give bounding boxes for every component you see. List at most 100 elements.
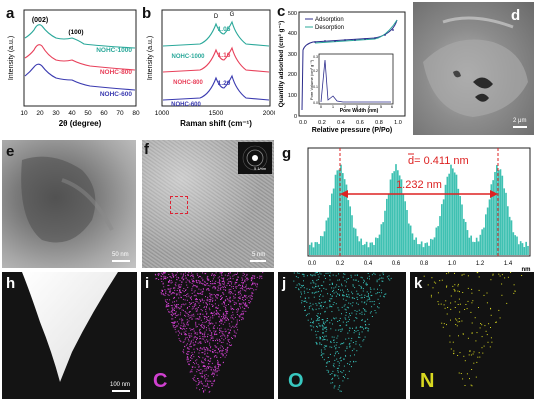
map-dot <box>365 324 367 326</box>
map-dot <box>241 312 243 314</box>
map-dot <box>196 362 197 364</box>
map-dot <box>198 384 200 385</box>
xrd-legend-nohc-600: NOHC-600 <box>100 91 133 98</box>
map-dot <box>225 305 227 307</box>
map-dot <box>202 313 204 315</box>
map-dot <box>231 337 232 339</box>
map-dot <box>240 290 242 292</box>
map-dot <box>350 303 352 305</box>
map-dot <box>222 278 224 280</box>
map-dot <box>299 284 301 286</box>
profile-bar <box>358 241 361 255</box>
map-dot <box>162 293 164 295</box>
map-dot <box>204 341 206 343</box>
map-dot <box>212 337 214 339</box>
map-dot <box>206 312 208 314</box>
map-dot <box>360 285 362 287</box>
svg-text:0: 0 <box>320 104 323 109</box>
map-dot <box>491 341 493 343</box>
map-dot <box>206 289 208 291</box>
map-dot <box>343 342 345 344</box>
map-dot <box>206 327 207 329</box>
map-dot <box>251 277 252 279</box>
map-dot <box>218 364 220 366</box>
profile-bar <box>477 241 480 255</box>
map-dot <box>223 301 225 303</box>
map-dot <box>331 306 333 308</box>
map-dot <box>184 272 186 274</box>
map-dot <box>228 339 230 341</box>
map-dot <box>248 300 250 301</box>
map-dot <box>191 314 193 316</box>
map-dot <box>191 315 193 317</box>
xrd-curve-nohc-800 <box>24 44 136 71</box>
map-dot <box>171 314 173 316</box>
map-dot <box>221 303 223 305</box>
map-dot <box>366 327 368 329</box>
map-dot <box>170 314 172 315</box>
map-dot <box>231 283 232 285</box>
profile-bar <box>386 198 388 255</box>
map-dot <box>189 345 191 347</box>
map-dot <box>200 299 202 301</box>
map-dot <box>320 349 322 351</box>
map-dot <box>217 359 219 361</box>
map-dot <box>202 390 204 392</box>
map-dot <box>164 272 166 274</box>
map-dot <box>204 370 206 372</box>
map-dot <box>203 300 205 302</box>
map-dot <box>446 313 448 315</box>
map-dot <box>254 275 255 277</box>
map-dot <box>342 289 343 291</box>
map-dot <box>217 313 219 315</box>
map-dot <box>233 318 235 320</box>
map-dot <box>181 322 183 324</box>
map-dot <box>308 307 310 309</box>
map-dot <box>379 284 381 286</box>
map-dot <box>236 311 238 313</box>
map-dot <box>324 339 326 340</box>
map-dot <box>386 276 388 278</box>
map-dot <box>207 340 209 342</box>
map-dot <box>195 318 197 320</box>
map-dot <box>199 332 201 334</box>
map-dot <box>255 284 257 286</box>
map-dot <box>172 273 174 275</box>
map-dot <box>342 376 344 377</box>
map-dot <box>163 294 165 296</box>
xrd-chart: Intensity (a.u.) 2θ (degree) 10 20 30 40… <box>8 9 140 128</box>
raman-ratio-600: 1.20 <box>218 80 231 87</box>
map-dot <box>216 313 218 315</box>
map-dot <box>232 275 234 277</box>
map-dot <box>186 359 188 361</box>
map-dot <box>189 371 191 373</box>
map-dot <box>203 348 205 350</box>
map-dot <box>244 308 246 310</box>
map-dot <box>225 330 227 332</box>
map-dot <box>184 346 186 348</box>
map-dot <box>250 278 252 280</box>
map-dot <box>206 339 208 341</box>
map-dot <box>192 329 194 331</box>
map-dot <box>224 316 226 318</box>
map-dot <box>181 320 183 322</box>
map-dot <box>226 313 228 315</box>
panel-g-lattice-profile: g 1.232 nm d= 0.411 nm 0.0 0.2 0.4 0.6 0… <box>278 140 534 272</box>
map-dot <box>337 367 339 369</box>
map-dot <box>194 366 196 368</box>
map-dot <box>363 282 364 284</box>
map-dot <box>187 314 189 315</box>
map-dot <box>335 275 337 277</box>
map-dot <box>166 304 168 306</box>
map-dot <box>343 291 345 293</box>
map-dot <box>221 349 223 351</box>
map-dot <box>363 339 365 341</box>
map-dot <box>195 285 197 287</box>
map-dot <box>374 310 376 311</box>
map-dot <box>193 348 195 350</box>
map-dot <box>163 276 165 278</box>
map-dot <box>196 299 198 300</box>
map-dot <box>204 331 206 333</box>
map-dot <box>471 302 473 304</box>
map-dot <box>215 307 217 309</box>
